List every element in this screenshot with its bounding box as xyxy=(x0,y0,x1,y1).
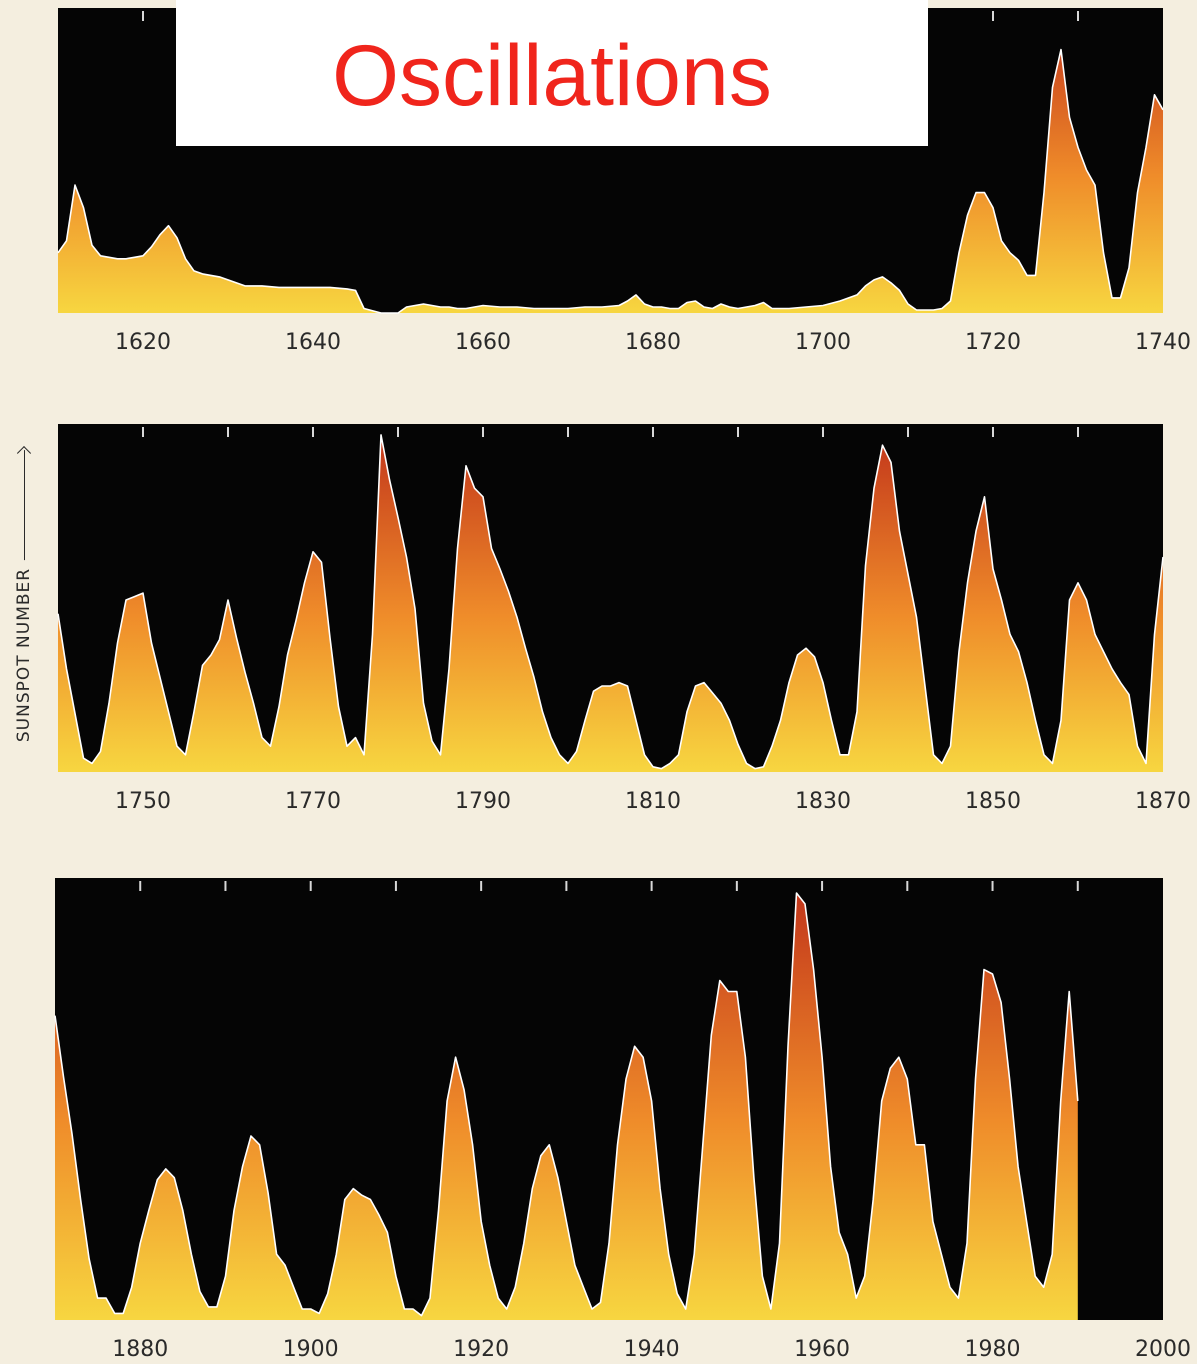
x-tick-label: 1680 xyxy=(625,330,681,355)
sunspot-outline-2 xyxy=(57,434,1164,770)
page-title: Oscillations xyxy=(332,28,772,124)
x-tick-label: 1640 xyxy=(285,330,341,355)
sunspot-area-2 xyxy=(58,434,1163,772)
sunspot-outline-1 xyxy=(57,48,1164,314)
sunspot-area-1 xyxy=(58,49,1163,313)
x-tick-label: 1660 xyxy=(455,330,511,355)
y-axis-label: SUNSPOT NUMBER xyxy=(14,449,34,743)
x-tick-label: 1770 xyxy=(285,789,341,814)
y-axis-label-text: SUNSPOT NUMBER xyxy=(14,567,34,743)
x-tick-label: 1850 xyxy=(965,789,1021,814)
sunspot-area-3 xyxy=(55,893,1078,1320)
x-tick-label: 1830 xyxy=(795,789,851,814)
x-tick-label: 1880 xyxy=(112,1337,168,1362)
x-tick-label: 1870 xyxy=(1135,789,1191,814)
x-tick-label: 1980 xyxy=(965,1337,1021,1362)
title-box: Oscillations xyxy=(176,0,928,146)
x-tick-label: 1940 xyxy=(624,1337,680,1362)
x-tick-label: 1620 xyxy=(115,330,171,355)
x-tick-label: 1920 xyxy=(453,1337,509,1362)
x-tick-label: 1720 xyxy=(965,330,1021,355)
x-tick-label: 1810 xyxy=(625,789,681,814)
sunspot-outline-3 xyxy=(54,892,1079,1317)
x-tick-label: 1900 xyxy=(283,1337,339,1362)
x-tick-label: 1960 xyxy=(794,1337,850,1362)
y-axis-arrow-icon xyxy=(23,449,25,560)
x-tick-label: 1700 xyxy=(795,330,851,355)
x-tick-label: 2000 xyxy=(1135,1337,1191,1362)
x-tick-label: 1740 xyxy=(1135,330,1191,355)
x-tick-label: 1790 xyxy=(455,789,511,814)
x-tick-label: 1750 xyxy=(115,789,171,814)
